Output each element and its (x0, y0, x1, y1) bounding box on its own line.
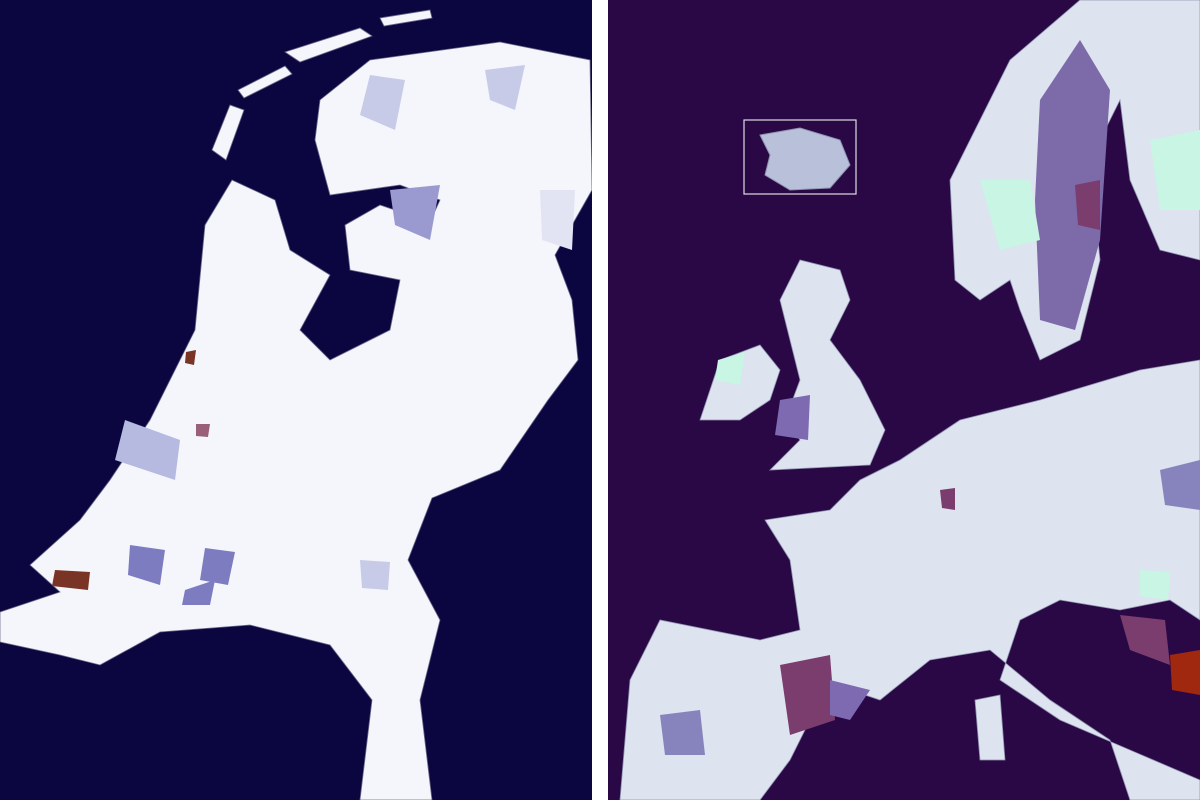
country-netherlands (0, 41, 593, 800)
island (379, 9, 433, 27)
region (775, 395, 810, 440)
region (940, 488, 955, 510)
region (1075, 180, 1100, 230)
highlighted-regions (52, 65, 575, 605)
netherlands-panel (0, 0, 593, 800)
region (360, 75, 405, 130)
europe-panel (608, 0, 1200, 800)
region (540, 190, 575, 250)
region (1035, 40, 1110, 330)
region (1120, 615, 1170, 665)
region (185, 350, 196, 365)
region (980, 180, 1040, 250)
island (284, 27, 373, 63)
island (237, 65, 293, 99)
region (1150, 130, 1200, 210)
region (390, 185, 440, 240)
region (485, 65, 525, 110)
region (52, 570, 90, 590)
region (715, 352, 745, 385)
region (1160, 460, 1200, 510)
region (128, 545, 165, 585)
wadden-islands (211, 9, 433, 161)
region (830, 680, 870, 720)
island (211, 104, 245, 161)
region (1170, 650, 1200, 695)
region (115, 420, 180, 480)
iceland (759, 127, 851, 191)
panel-divider (592, 0, 608, 800)
region (360, 560, 390, 590)
region (182, 580, 215, 605)
region (1140, 570, 1170, 600)
sardinia-corsica (974, 694, 1006, 761)
region (660, 710, 705, 755)
continental-europe (619, 359, 1200, 800)
iceland-inset-frame (743, 119, 857, 195)
region (196, 424, 210, 437)
region (200, 548, 235, 585)
region (780, 655, 835, 735)
